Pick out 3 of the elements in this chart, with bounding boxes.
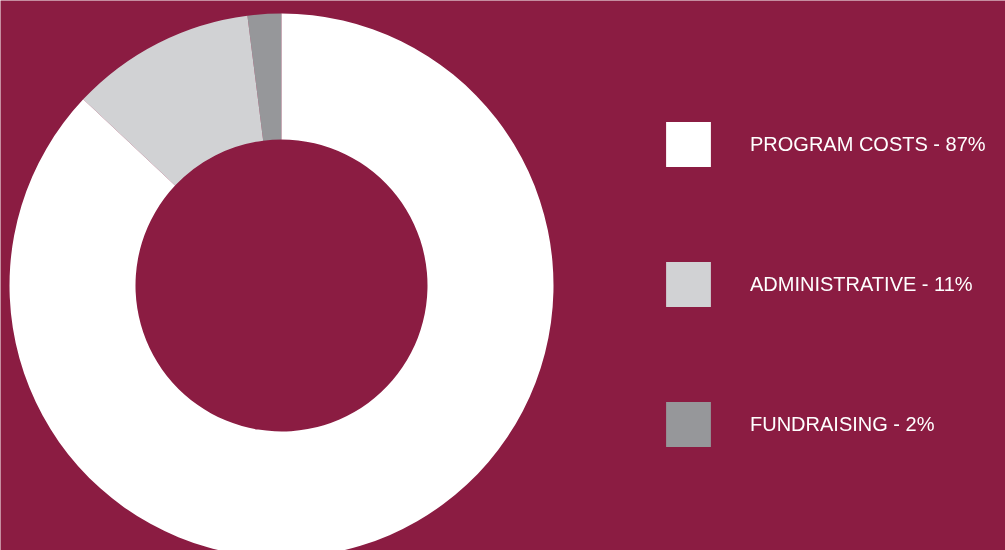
legend-label: FUNDRAISING - 2% — [750, 412, 935, 436]
legend-label: PROGRAM COSTS - 87% — [750, 132, 986, 156]
legend-label: ADMINISTRATIVE - 11% — [750, 272, 973, 296]
